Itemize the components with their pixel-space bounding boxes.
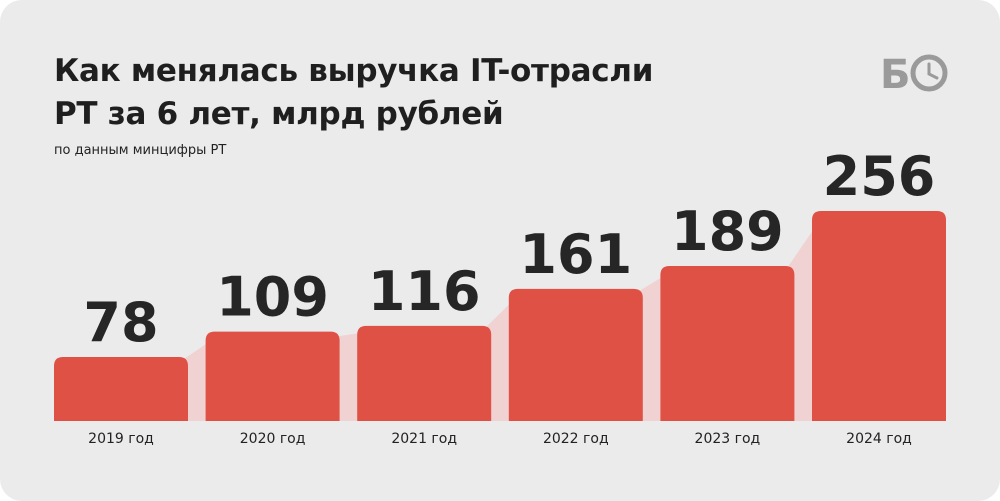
bar-3 [508, 288, 643, 421]
bar-value-label-1: 109 [216, 266, 329, 329]
bar-1 [205, 331, 340, 421]
chart-title: Как менялась выручка IT-отрасли РТ за 6 … [54, 50, 653, 136]
publisher-logo: Б [880, 52, 948, 94]
bar-value-label-2: 116 [368, 260, 481, 323]
bar-5 [812, 211, 946, 421]
bar-0 [54, 357, 188, 421]
bar-value-label-3: 161 [519, 223, 632, 286]
chart-subtitle: по данным минцифры РТ [54, 143, 227, 158]
chart-title-line-2: РТ за 6 лет, млрд рублей [54, 96, 504, 132]
clock-icon [910, 54, 948, 92]
bar-4 [660, 265, 795, 421]
value-labels-group: 78 109 116 161 189 256 [83, 145, 935, 354]
x-tick-label-0: 2019 год [88, 431, 154, 447]
x-tick-label-2: 2021 год [391, 431, 457, 447]
logo-letter: Б [880, 52, 911, 94]
chart-title-line-1: Как менялась выручка IT-отрасли [54, 53, 654, 89]
x-tick-label-3: 2022 год [543, 431, 609, 447]
x-tick-label-1: 2020 год [240, 431, 306, 447]
bars-group [54, 211, 946, 421]
bar-value-label-4: 189 [671, 200, 784, 263]
x-tick-label-4: 2023 год [695, 431, 761, 447]
x-axis-tick-labels: 2019 год 2020 год 2021 год 2022 год 2023 год… [88, 431, 912, 447]
bar-2 [357, 325, 492, 421]
x-tick-label-5: 2024 год [846, 431, 912, 447]
bar-value-label-5: 256 [823, 145, 936, 208]
bar-value-label-0: 78 [83, 291, 158, 354]
